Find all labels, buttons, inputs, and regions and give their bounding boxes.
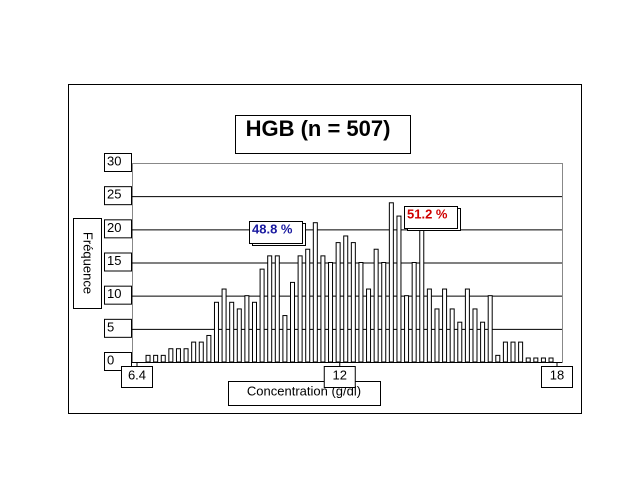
bar	[244, 295, 250, 363]
title-box	[235, 115, 411, 154]
bar	[396, 215, 402, 363]
y-tick-box	[104, 153, 132, 172]
annotation: 51.2 %	[407, 206, 448, 221]
bar	[373, 248, 379, 363]
bar	[175, 348, 181, 363]
bar	[525, 357, 531, 363]
bar	[533, 357, 539, 363]
y-tick-label: 30	[107, 153, 121, 168]
bar	[312, 222, 318, 363]
y-tick-box	[104, 285, 132, 305]
bar	[259, 268, 265, 363]
y-tick-label: 10	[107, 286, 121, 301]
bar	[388, 202, 394, 363]
y-tick-box	[104, 252, 132, 272]
annotation-box	[249, 221, 303, 244]
annotation-box	[404, 206, 458, 229]
bar	[213, 301, 219, 363]
y-tick-label: 20	[107, 220, 121, 235]
chart-title: HGB (n = 507)	[246, 116, 391, 141]
bar	[206, 334, 212, 363]
bar	[449, 308, 455, 363]
bar	[183, 348, 189, 363]
bar	[221, 288, 227, 363]
bar	[168, 348, 174, 363]
bar	[145, 354, 151, 363]
y-tick-label: 15	[107, 253, 121, 268]
y-tick-box	[104, 186, 132, 206]
y-tick-label: 25	[107, 187, 121, 202]
bar	[350, 242, 356, 363]
bar	[328, 262, 334, 363]
bar	[320, 255, 326, 363]
annotation: 48.8 %	[252, 221, 293, 236]
x-tick-label: 12	[333, 367, 347, 382]
bar	[267, 255, 273, 363]
bar	[191, 341, 197, 363]
x-tick-box	[121, 366, 153, 388]
bar	[236, 308, 242, 363]
x-tick-box	[323, 366, 356, 388]
bar	[419, 228, 425, 363]
bar	[251, 301, 257, 363]
y-tick-box	[104, 318, 132, 338]
bar	[358, 262, 364, 363]
bar	[282, 315, 288, 363]
bar	[366, 288, 372, 363]
bar	[464, 288, 470, 363]
x-tick-box	[541, 366, 573, 388]
y-tick-label: 5	[107, 319, 114, 334]
bar	[305, 248, 311, 363]
y-axis-label: Fréquence	[81, 232, 96, 294]
x-tick-label: 6.4	[128, 367, 146, 382]
frame	[68, 84, 582, 414]
bar	[381, 262, 387, 363]
bar	[518, 341, 524, 363]
bar	[510, 341, 516, 363]
y-tick-box	[104, 219, 132, 239]
y-tick-label: 0	[107, 352, 114, 367]
x-tick-label: 18	[550, 367, 564, 382]
bar	[229, 301, 235, 363]
bar	[198, 341, 204, 363]
bar	[548, 357, 554, 363]
bar	[472, 308, 478, 363]
bar	[290, 281, 296, 363]
bar	[153, 354, 159, 363]
bar	[442, 288, 448, 363]
bar	[335, 242, 341, 363]
bar	[434, 308, 440, 363]
y-label-box	[73, 218, 102, 309]
bar	[457, 321, 463, 363]
bar	[274, 255, 280, 363]
bar	[480, 321, 486, 363]
bar	[343, 235, 349, 363]
bar	[160, 354, 166, 363]
bar	[495, 354, 501, 363]
bar	[404, 295, 410, 363]
bar	[297, 255, 303, 363]
bar	[487, 295, 493, 363]
bar	[502, 341, 508, 363]
bar	[411, 262, 417, 363]
bar	[426, 288, 432, 363]
bar	[540, 357, 546, 363]
